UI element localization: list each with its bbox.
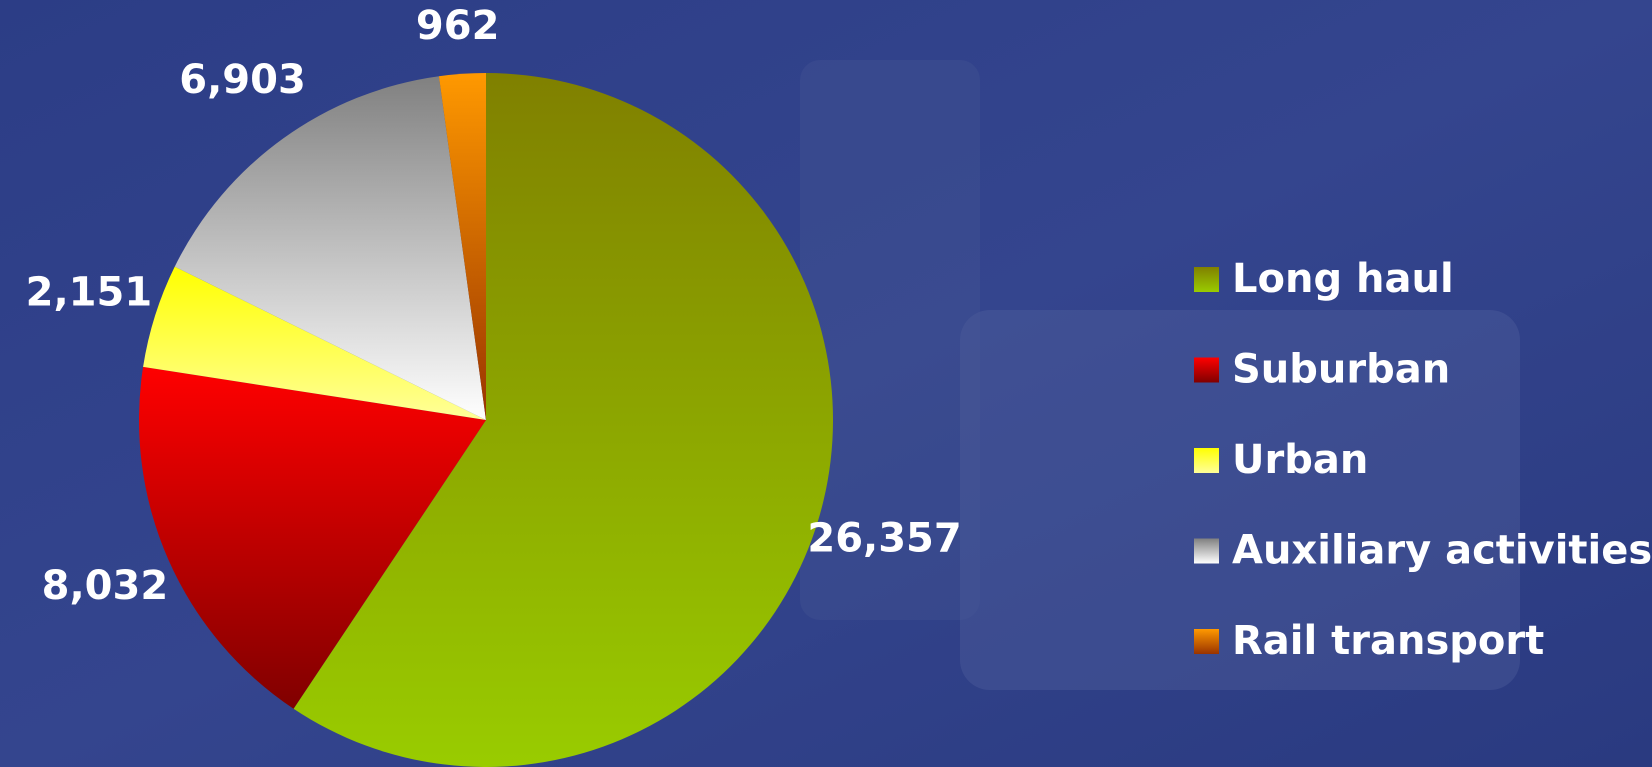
legend-label: Rail transport [1232, 618, 1544, 664]
legend-swatch [1194, 267, 1219, 292]
legend-swatch [1194, 629, 1219, 654]
legend-label: Suburban [1232, 347, 1450, 393]
legend-swatch [1194, 358, 1219, 383]
data-label: 8,032 [42, 563, 169, 609]
legend-swatch [1194, 539, 1219, 564]
legend-label: Auxiliary activities [1232, 528, 1652, 574]
data-label: 26,357 [807, 516, 961, 562]
legend-swatch [1194, 448, 1219, 473]
data-label: 962 [416, 3, 500, 49]
legend-label: Long haul [1232, 256, 1454, 302]
legend-label: Urban [1232, 437, 1368, 483]
data-label: 6,903 [179, 57, 306, 103]
data-label: 2,151 [26, 270, 153, 316]
